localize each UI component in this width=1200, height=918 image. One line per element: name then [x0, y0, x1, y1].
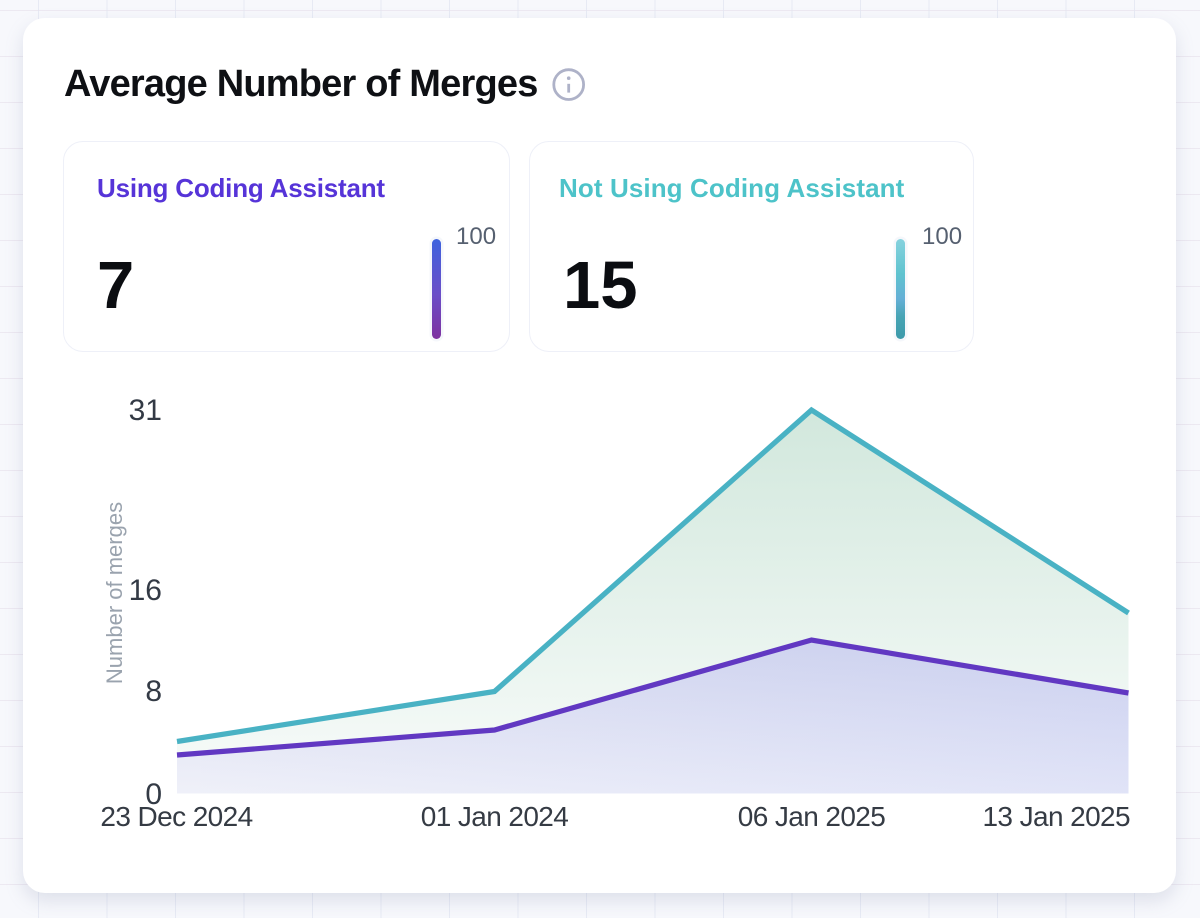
- svg-text:8: 8: [145, 675, 162, 708]
- svg-text:23 Dec 2024: 23 Dec 2024: [100, 801, 252, 832]
- svg-text:06 Jan 2025: 06 Jan 2025: [738, 801, 886, 832]
- svg-text:0: 0: [145, 778, 162, 811]
- svg-text:13 Jan 2025: 13 Jan 2025: [982, 801, 1130, 832]
- svg-text:16: 16: [129, 574, 162, 607]
- svg-text:31: 31: [129, 394, 162, 427]
- svg-text:Number of merges: Number of merges: [102, 502, 127, 684]
- svg-text:01 Jan 2024: 01 Jan 2024: [421, 801, 569, 832]
